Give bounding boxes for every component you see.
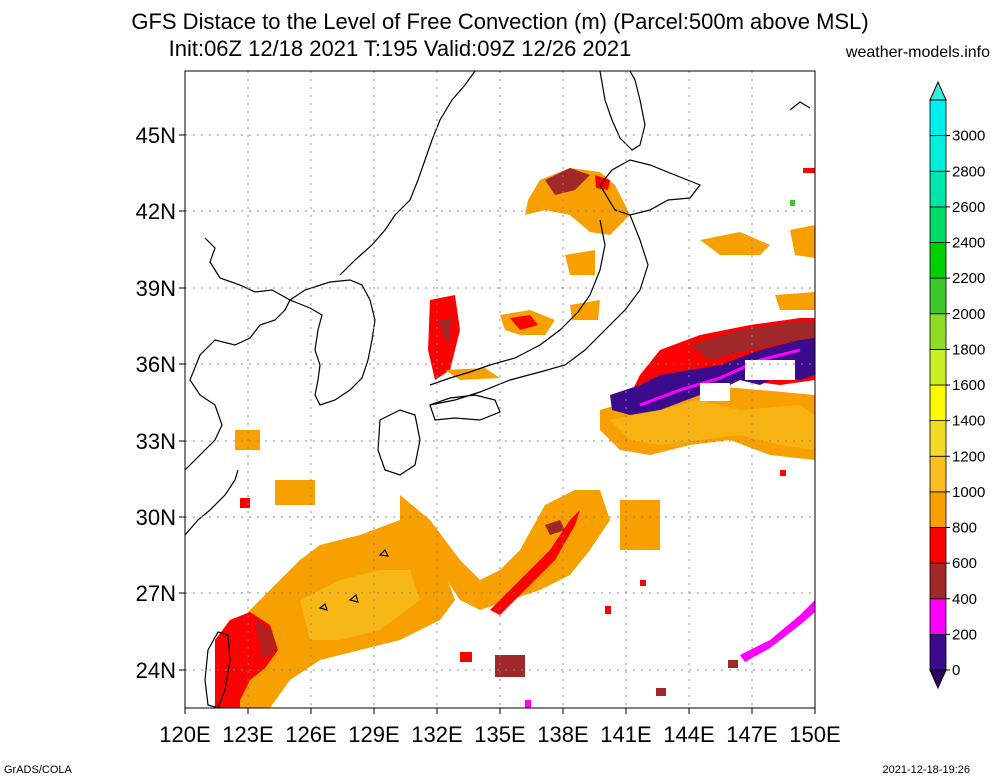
colorbar-extend-high <box>929 80 947 101</box>
colorbar-swatch <box>929 633 947 671</box>
colorbar-label: 200 <box>952 626 977 643</box>
x-tick-labels: 120E 123E 126E 129E 132E 135E 138E 141E … <box>159 722 840 747</box>
colorbar-swatch <box>929 242 947 279</box>
footer-left-credit: GrADS/COLA <box>4 764 72 776</box>
colorbar-label: 2400 <box>952 235 985 252</box>
colorbar-label: 2600 <box>952 199 985 216</box>
colorbar-swatch <box>929 277 947 315</box>
y-tick-label: 39N <box>136 276 176 301</box>
colorbar-label: 1200 <box>952 448 985 465</box>
y-tick-label: 27N <box>136 581 176 606</box>
footer-timestamp: 2021-12-18-19:26 <box>882 764 970 776</box>
colorbar-swatch <box>929 135 947 172</box>
site-credit: weather-models.info <box>845 44 990 61</box>
colorbar-label: 1600 <box>952 377 985 394</box>
x-tick-label: 123E <box>222 722 273 747</box>
x-tick-label: 138E <box>537 722 588 747</box>
y-tick-label: 42N <box>136 199 176 224</box>
coastlines <box>184 70 811 709</box>
title-line-1: GFS Distace to the Level of Free Convect… <box>131 9 869 34</box>
y-tick-labels: 24N 27N 30N 33N 36N 39N 42N 45N <box>136 123 176 683</box>
colorbar-swatch <box>929 562 947 600</box>
y-tick-label: 30N <box>136 505 176 530</box>
colorbar-label: 2200 <box>952 270 985 287</box>
y-tick-label: 33N <box>136 429 176 454</box>
colorbar-extend-low <box>929 669 947 690</box>
colorbar-swatch <box>929 170 947 208</box>
gridlines <box>185 71 815 708</box>
x-tick-label: 144E <box>663 722 714 747</box>
x-tick-label: 135E <box>474 722 525 747</box>
colorbar-swatch <box>929 313 947 350</box>
x-tick-label: 120E <box>159 722 210 747</box>
colorbar-swatch <box>929 527 947 564</box>
colorbar-swatch <box>929 99 947 137</box>
colorbar-label: 2800 <box>952 163 985 180</box>
x-tick-label: 150E <box>789 722 840 747</box>
y-tick-label: 24N <box>136 658 176 683</box>
colorbar-swatch <box>929 420 947 457</box>
x-tick-label: 132E <box>411 722 462 747</box>
y-tick-label: 45N <box>136 123 176 148</box>
map-panel: 24N 27N 30N 33N 36N 39N 42N 45N 120E 123… <box>136 70 841 747</box>
colorbar-label: 2000 <box>952 306 985 323</box>
y-tick-label: 36N <box>136 352 176 377</box>
colorbar-label: 600 <box>952 555 977 572</box>
x-tick-label: 129E <box>348 722 399 747</box>
colorbar-swatch <box>929 348 947 386</box>
colorbar-swatch <box>929 491 947 528</box>
colorbar-label: 800 <box>952 520 977 537</box>
colorbar-label: 1800 <box>952 341 985 358</box>
x-tick-label: 126E <box>285 722 336 747</box>
colorbar-label: 1400 <box>952 413 985 430</box>
colorbar-label: 0 <box>952 662 960 679</box>
axis-ticks <box>179 134 816 714</box>
title-line-2: Init:06Z 12/18 2021 T:195 Valid:09Z 12/2… <box>168 36 632 61</box>
colorbar-label: 3000 <box>952 128 985 145</box>
x-tick-label: 141E <box>600 722 651 747</box>
colorbar-label: 400 <box>952 591 977 608</box>
colorbar-label: 1000 <box>952 484 985 501</box>
colorbar-swatch <box>929 206 947 243</box>
lfc-field <box>215 168 815 708</box>
colorbar: 0 200 400 600 800 1000 1200 1400 1600 1800 2000 220… <box>929 80 985 690</box>
colorbar-swatch <box>929 598 947 635</box>
colorbar-swatch <box>929 384 947 422</box>
x-tick-label: 147E <box>726 722 777 747</box>
colorbar-swatch <box>929 455 947 493</box>
